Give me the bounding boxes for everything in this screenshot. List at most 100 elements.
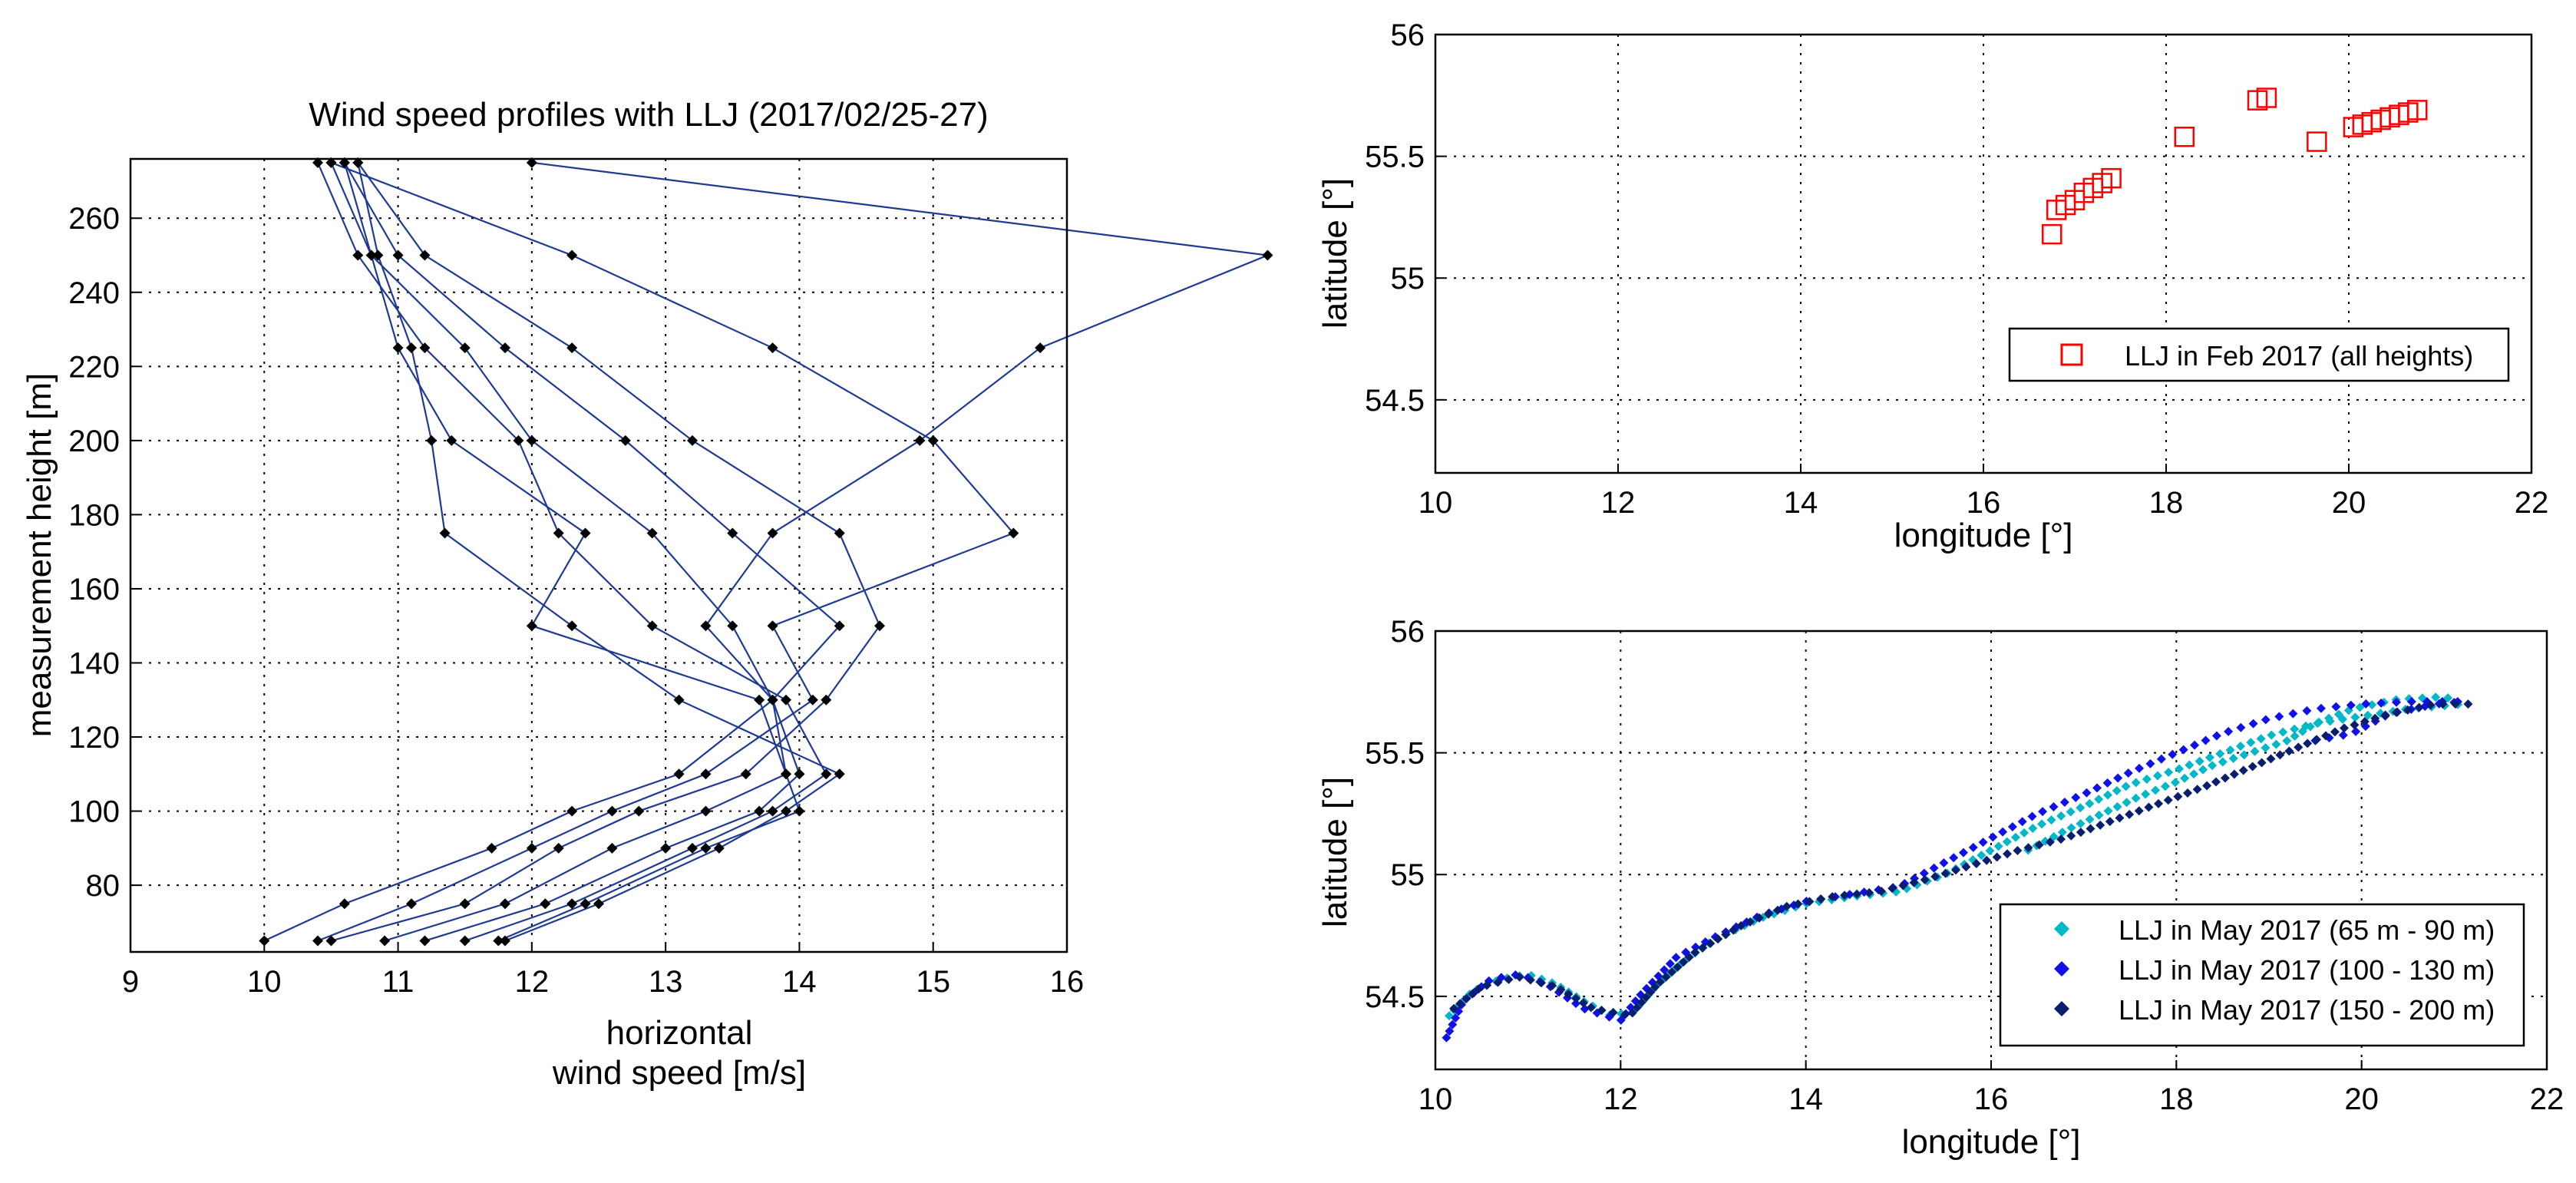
grid (1435, 35, 2531, 473)
may-point-series-2 (2135, 763, 2145, 773)
profile-marker (459, 898, 471, 910)
x-axis-label-line1: horizontal (606, 1014, 753, 1052)
may-point-series-1 (2180, 773, 2190, 783)
may-point-series-3 (1564, 989, 1574, 999)
may-point-series-1 (2198, 765, 2208, 775)
profile-marker (834, 620, 845, 632)
may-point-series-1 (1977, 851, 1986, 861)
profile-marker (713, 842, 725, 854)
profile-marker (767, 694, 778, 706)
profile-marker (553, 527, 564, 539)
may-point-series-2 (2316, 703, 2326, 713)
profile-marker (259, 935, 270, 947)
may-point-series-1 (2131, 793, 2141, 803)
may-point-series-2 (2288, 709, 2298, 719)
profile-line-4 (343, 162, 841, 942)
x-axis-label: longitude [°] (1894, 517, 2073, 554)
may-point-series-2 (2178, 745, 2188, 755)
profile-marker (566, 620, 578, 632)
may-point-series-3 (2426, 700, 2436, 710)
profile-marker (553, 842, 564, 854)
may-point-series-3 (1620, 1010, 1630, 1019)
profile-line-6 (316, 162, 827, 942)
x-tick-label: 18 (2159, 1082, 2194, 1116)
may-point-series-3 (2095, 820, 2105, 830)
may-point-series-3 (1877, 886, 1887, 896)
profile-lines (263, 161, 1271, 942)
may-point-series-1 (2323, 713, 2333, 723)
may-point-series-3 (2339, 723, 2349, 733)
profile-marker (365, 249, 377, 261)
may-point-series-3 (1992, 852, 2002, 862)
may-point-series-1 (2204, 752, 2214, 762)
may-point-series-3 (1514, 972, 1524, 982)
may-point-series-3 (1632, 1003, 1642, 1013)
may-point-series-2 (2049, 802, 2059, 812)
may-point-series-3 (2211, 777, 2221, 787)
may-point-series-3 (2370, 713, 2380, 723)
profile-marker (325, 935, 337, 947)
scatter-points (2042, 88, 2428, 245)
y-tick-label: 200 (68, 425, 120, 458)
may-point-series-3 (2438, 699, 2448, 709)
may-point-series-3 (1684, 952, 1694, 962)
may-point-series-3 (1793, 899, 1803, 909)
may-point-series-2 (2261, 715, 2271, 725)
profile-line-7 (343, 162, 801, 942)
y-tick-label: 160 (68, 573, 120, 606)
profile-marker (673, 768, 685, 780)
profile-marker (807, 694, 818, 706)
x-tick-label: 18 (2149, 486, 2184, 520)
x-tick-label: 16 (1050, 965, 1085, 999)
x-axis-label-line2: wind speed [m/s] (552, 1054, 806, 1092)
may-point-series-3 (2105, 817, 2115, 827)
may-point-series-3 (1698, 943, 1708, 953)
profile-marker (513, 435, 524, 446)
profile-marker (566, 342, 578, 354)
may-point-series-3 (2173, 791, 2183, 801)
profile-marker (767, 527, 778, 539)
may-point-series-2 (2201, 735, 2211, 745)
may-point-series-3 (2220, 773, 2230, 783)
may-point-series-3 (2391, 707, 2401, 717)
y-tick-label: 54.5 (1365, 980, 1425, 1014)
profile-marker (687, 842, 698, 854)
wind-profile-chart: Wind speed profiles with LLJ (2017/02/25… (21, 96, 1273, 1092)
may-point-series-3 (2066, 831, 2076, 841)
may-point-series-3 (1898, 881, 1908, 891)
legend-marker-diamond-icon (2054, 1001, 2069, 1016)
may-point-series-3 (2125, 809, 2135, 819)
profile-marker (633, 805, 645, 817)
may-point-series-3 (2266, 754, 2276, 764)
may-point-series-2 (2190, 740, 2200, 750)
profile-marker (459, 342, 471, 354)
may-point-series-3 (2275, 750, 2285, 760)
may-point-series-1 (2218, 757, 2228, 767)
may-point-series-1 (2121, 782, 2131, 791)
may-point-series-2 (1968, 842, 1978, 852)
may-point-series-2 (2038, 807, 2048, 817)
may-point-series-3 (1597, 1005, 1607, 1015)
profile-marker (312, 157, 323, 168)
y-tick-label: 55.5 (1365, 140, 1425, 174)
profile-marker (767, 805, 778, 817)
may-point-series-2 (2346, 700, 2356, 710)
y-tick-label: 240 (68, 276, 120, 310)
x-tick-label: 14 (1784, 486, 1818, 520)
may-point-series-3 (1468, 989, 1478, 999)
may-point-series-3 (1772, 905, 1782, 915)
may-point-series-2 (1448, 1019, 1458, 1029)
may-point-series-3 (1763, 909, 1773, 919)
may-point-series-2 (2351, 726, 2361, 736)
profile-marker (874, 620, 885, 632)
y-axis-label: latitude [°] (1316, 777, 1354, 927)
profile-line-5 (330, 162, 801, 942)
may-point-series-2 (1665, 959, 1675, 969)
profile-marker (700, 805, 712, 817)
plot-frame (129, 157, 1068, 953)
may-point-series-3 (2321, 731, 2331, 741)
may-point-series-1 (2256, 734, 2266, 744)
profile-marker (419, 249, 431, 261)
may-point-series-3 (1461, 994, 1471, 1004)
may-point-series-1 (2161, 782, 2171, 791)
